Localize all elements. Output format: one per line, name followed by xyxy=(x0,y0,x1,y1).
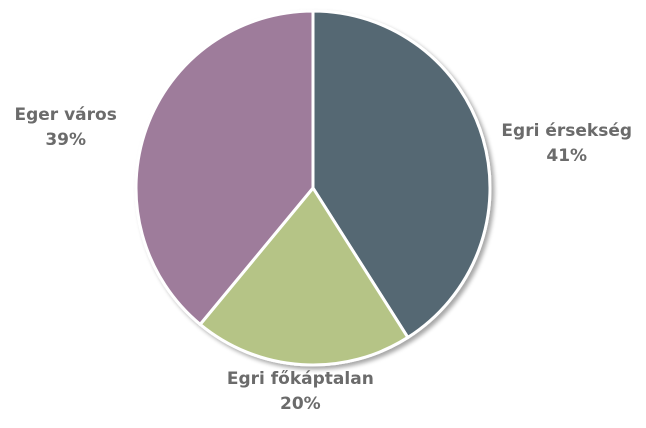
slice-label: Egri főkáptalan xyxy=(227,369,374,389)
slice-value-label: 20% xyxy=(280,394,321,414)
pie-slice xyxy=(198,186,410,367)
pie-slice xyxy=(134,9,315,326)
slice-value-label: 39% xyxy=(45,130,86,150)
slice-value-label: 41% xyxy=(546,146,587,166)
slice-label: Egri érsekség xyxy=(501,121,632,141)
slice-label: Eger város xyxy=(14,105,116,125)
pie xyxy=(134,9,492,367)
